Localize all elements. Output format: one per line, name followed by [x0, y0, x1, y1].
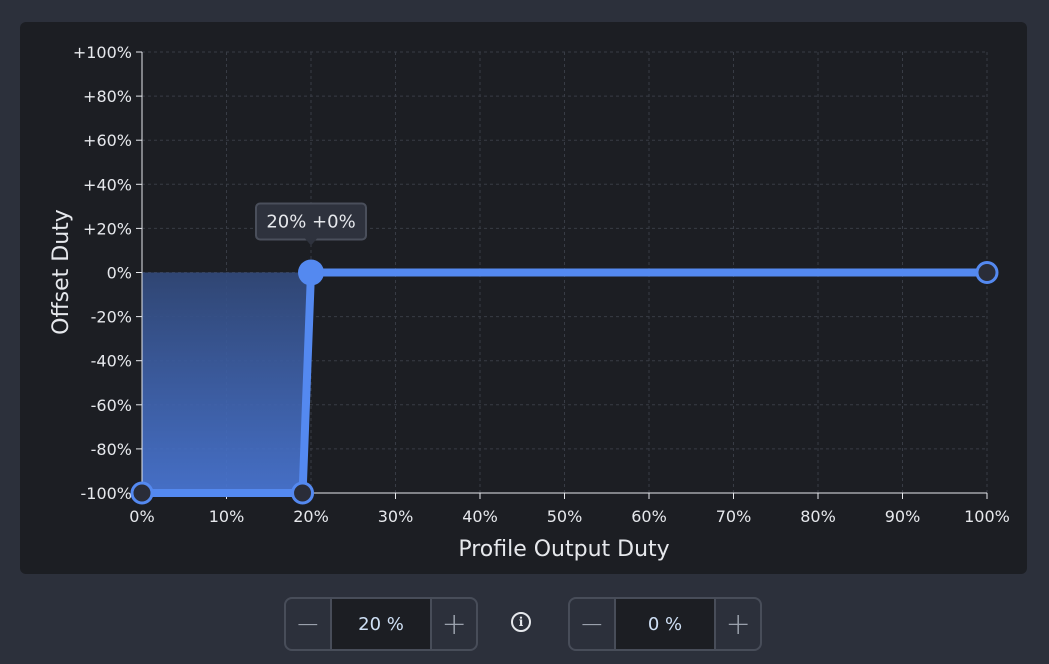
series-line — [142, 268, 987, 497]
y-tick-label: -40% — [91, 352, 132, 371]
y-tick-label: 0% — [107, 264, 132, 283]
decrease-y-button[interactable]: − — [579, 606, 605, 642]
area-fill — [142, 272, 311, 493]
y-value-stepper: − 0 % + — [568, 597, 762, 651]
x-tick-label: 80% — [800, 507, 836, 526]
y-tick-label: +60% — [83, 131, 132, 150]
x-value-input[interactable]: 20 % — [329, 599, 433, 649]
increase-x-button[interactable]: + — [441, 606, 467, 642]
x-tick-label: 10% — [209, 507, 245, 526]
tooltip-text: 20% +0% — [266, 212, 355, 233]
y-tick-label: -80% — [91, 440, 132, 459]
x-value-stepper: − 20 % + — [284, 597, 478, 651]
x-tick-label: 90% — [885, 507, 921, 526]
y-tick-label: -60% — [91, 396, 132, 415]
y-tick-label: -20% — [91, 308, 132, 327]
y-tick-label: +20% — [83, 219, 132, 238]
x-tick-label: 30% — [378, 507, 414, 526]
tooltip-arrow — [305, 238, 317, 246]
x-tick-label: 60% — [631, 507, 667, 526]
info-icon[interactable]: i — [511, 612, 531, 632]
decrease-x-button[interactable]: − — [295, 606, 321, 642]
x-tick-label: 0% — [129, 507, 154, 526]
data-point[interactable] — [298, 259, 324, 286]
x-tick-label: 70% — [716, 507, 752, 526]
x-tick-label: 50% — [547, 507, 583, 526]
x-axis-label: Profile Output Duty — [458, 537, 669, 562]
data-point[interactable] — [130, 481, 154, 505]
y-tick-label: +80% — [83, 87, 132, 106]
data-point[interactable] — [975, 261, 999, 284]
x-tick-label: 40% — [462, 507, 498, 526]
y-value-input[interactable]: 0 % — [613, 599, 717, 649]
increase-y-button[interactable]: + — [725, 606, 751, 642]
x-tick-label: 20% — [293, 507, 329, 526]
y-tick-label: +100% — [73, 43, 132, 62]
y-tick-label: +40% — [83, 175, 132, 194]
chart[interactable]: 0% 10% 20% 30% 40% 50% 60% 70% 80% 90% 100% +100% +8… — [0, 0, 1049, 600]
y-tick-label: -100% — [80, 484, 132, 503]
data-point[interactable] — [291, 481, 315, 505]
x-tick-label: 100% — [964, 507, 1010, 526]
y-axis-label: Offset Duty — [49, 209, 74, 335]
